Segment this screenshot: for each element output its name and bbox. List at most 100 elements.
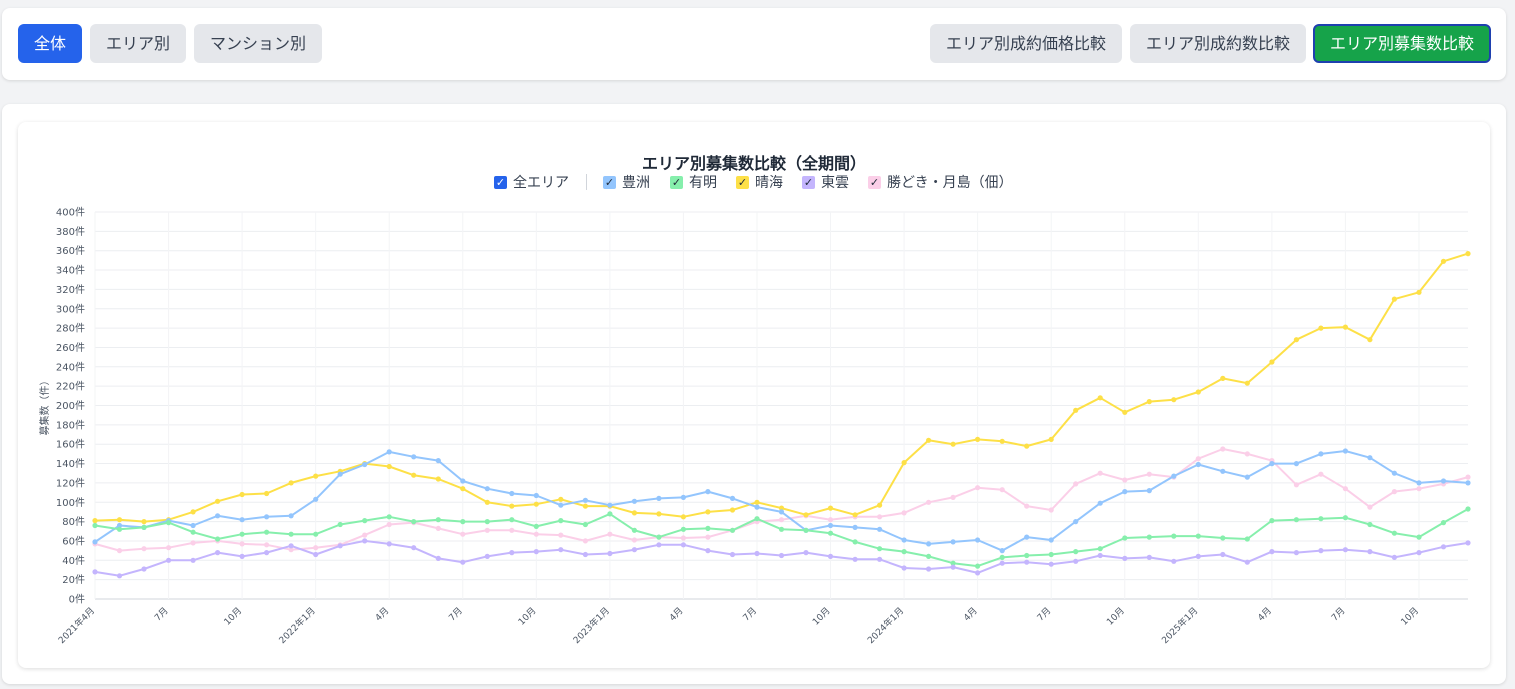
checkbox-kachidoki[interactable]: ✓ (868, 175, 881, 189)
data-point (1024, 443, 1030, 449)
data-point (411, 545, 417, 551)
data-point (264, 514, 270, 520)
data-point (827, 553, 834, 559)
view-all-button[interactable]: 全体 (18, 24, 82, 63)
data-point (1367, 504, 1373, 510)
data-point (460, 531, 466, 537)
data-point (1342, 515, 1348, 521)
data-point (705, 489, 711, 495)
data-point (1195, 389, 1201, 395)
data-point (558, 496, 564, 502)
data-point (141, 546, 147, 552)
x-tick-label: 7月 (447, 605, 465, 623)
data-point (778, 526, 785, 532)
data-point (1048, 561, 1054, 567)
data-point (582, 538, 589, 544)
y-tick-label: 120件 (56, 477, 85, 489)
data-point (1073, 549, 1079, 555)
data-point (729, 507, 736, 513)
data-point (509, 550, 515, 556)
data-point (1391, 296, 1397, 302)
data-point (1293, 517, 1299, 523)
x-tick-label: 4月 (667, 605, 685, 623)
checkbox-all[interactable]: ✓ (494, 175, 507, 189)
data-point (1293, 461, 1299, 467)
data-point (852, 556, 858, 562)
data-point (901, 460, 907, 466)
data-point (1122, 555, 1128, 561)
data-point (1293, 550, 1299, 556)
data-point (1269, 359, 1275, 365)
data-point (484, 553, 490, 559)
data-point (435, 476, 441, 482)
data-point (558, 532, 564, 538)
legend-item-ariake[interactable]: ✓ 有明 (670, 172, 717, 192)
data-point (901, 549, 907, 555)
legend-label-toyosu: 豊洲 (622, 175, 650, 191)
data-point (92, 518, 98, 524)
data-point (975, 485, 981, 491)
data-point (582, 503, 589, 509)
data-point (1097, 552, 1103, 559)
data-point (264, 542, 270, 548)
data-point (411, 472, 417, 478)
legend-item-all[interactable]: ✓ 全エリア (494, 172, 569, 192)
data-point (582, 551, 589, 558)
data-point (1440, 478, 1447, 484)
data-point (631, 547, 638, 553)
data-point (435, 458, 441, 464)
y-tick-label: 180件 (56, 419, 85, 431)
data-point (1122, 535, 1128, 541)
view-by-area-button[interactable]: エリア別 (90, 24, 186, 63)
data-point (1367, 521, 1373, 528)
area-deals-compare-button[interactable]: エリア別成約数比較 (1130, 24, 1306, 63)
y-tick-label: 200件 (56, 400, 85, 412)
data-point (1269, 461, 1275, 467)
data-point (1146, 534, 1152, 540)
data-point (1171, 533, 1177, 539)
checkbox-toyosu[interactable]: ✓ (603, 175, 616, 189)
data-point (1269, 518, 1275, 524)
data-point (362, 532, 368, 538)
data-point (607, 550, 613, 557)
view-by-mansion-button[interactable]: マンション別 (194, 24, 322, 63)
data-point (1244, 451, 1250, 457)
data-point (239, 553, 245, 559)
data-point (116, 548, 123, 554)
data-point (1146, 399, 1152, 405)
data-point (533, 501, 539, 507)
data-point (1171, 473, 1177, 479)
data-point (1342, 448, 1348, 454)
checkbox-shinonome[interactable]: ✓ (802, 175, 815, 189)
data-point (975, 537, 981, 543)
data-point (999, 548, 1005, 554)
data-point (1122, 409, 1128, 415)
data-point (705, 548, 711, 554)
checkbox-harumi[interactable]: ✓ (736, 175, 749, 189)
data-point (656, 534, 662, 540)
data-point (533, 523, 539, 529)
x-tick-label: 4月 (373, 605, 391, 623)
series-line (94, 450, 1469, 552)
checkbox-ariake[interactable]: ✓ (670, 175, 683, 189)
area-listings-compare-button[interactable]: エリア別募集数比較 (1313, 24, 1491, 63)
data-point (215, 513, 221, 519)
legend-item-kachidoki[interactable]: ✓ 勝どき・月島（佃） (868, 172, 1013, 192)
data-point (754, 504, 760, 510)
data-point (509, 503, 515, 509)
data-point (1367, 549, 1373, 555)
legend-item-harumi[interactable]: ✓ 晴海 (736, 172, 783, 192)
data-point (239, 531, 245, 537)
x-tick-label: 2025年1月 (1159, 605, 1200, 646)
data-point (1416, 480, 1422, 486)
legend-item-shinonome[interactable]: ✓ 東雲 (802, 172, 849, 192)
legend-item-toyosu[interactable]: ✓ 豊洲 (603, 172, 650, 192)
data-point (1244, 380, 1250, 386)
top-toolbar: 全体 エリア別 マンション別 エリア別成約価格比較 エリア別成約数比較 エリア別… (2, 8, 1506, 80)
data-point (1146, 488, 1152, 494)
area-price-compare-button[interactable]: エリア別成約価格比較 (930, 24, 1122, 63)
data-point (999, 487, 1005, 493)
data-point (877, 546, 883, 552)
data-point (1318, 548, 1324, 554)
data-point (926, 553, 932, 559)
